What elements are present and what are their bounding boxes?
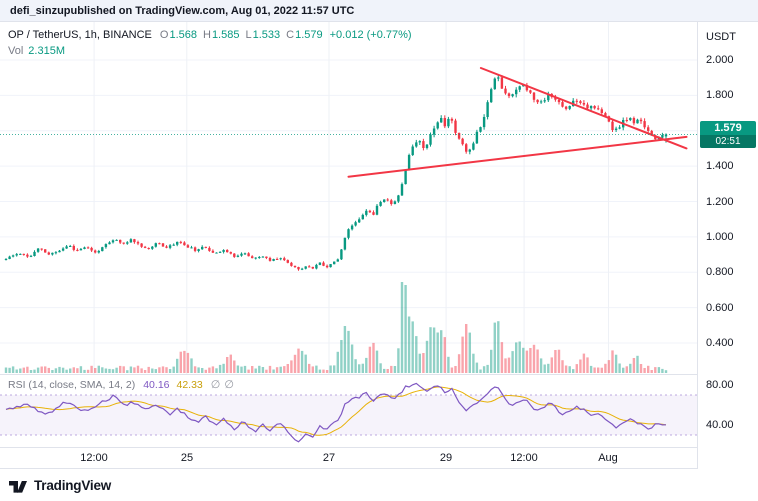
last-price-badge: 1.579 02:51 <box>700 121 756 148</box>
ohlc-low-label: L <box>245 29 252 41</box>
change-value: +0.012 (+0.77%) <box>329 29 412 41</box>
price-tick: 1.200 <box>706 196 734 208</box>
hidden-indicator-icon[interactable]: ∅ <box>210 379 221 391</box>
rsi-value: 40.16 <box>143 378 170 391</box>
ohlc-close-value: 1.579 <box>295 29 323 41</box>
rsi-tick: 40.00 <box>706 419 734 431</box>
bar-countdown: 02:51 <box>700 135 756 148</box>
time-axis[interactable]: 12:00 25 27 29 12:00 Aug <box>0 447 697 469</box>
publish-bar: defi_sinzu published on TradingView.com,… <box>0 0 758 22</box>
hidden-indicator-icon[interactable]: ∅ <box>224 379 234 391</box>
rsi-ma-value: 42.33 <box>176 378 203 391</box>
price-axis[interactable]: USDT 1.579 02:51 2.0001.8001.6001.4001.2… <box>697 22 758 469</box>
volume-legend: Vol 2.315M <box>8 45 65 57</box>
publisher-username: defi_sinzu <box>10 4 64 17</box>
price-tick: 1.000 <box>706 231 734 243</box>
price-pane[interactable]: OP / TetherUS, 1h, BINANCE O 1.568 H 1.585… <box>0 22 697 374</box>
ohlc-open-label: O <box>159 29 169 41</box>
ohlc-open-value: 1.568 <box>169 29 197 41</box>
ohlc-close-label: C <box>286 29 295 41</box>
price-tick: 0.400 <box>706 337 734 349</box>
time-tick: Aug <box>598 452 618 464</box>
rsi-pane[interactable]: RSI (14, close, SMA, 14, 2) 40.16 42.33 … <box>0 374 697 447</box>
volume-value: 2.315M <box>28 45 65 57</box>
price-tick: 0.800 <box>706 266 734 278</box>
rsi-title[interactable]: RSI (14, close, SMA, 14, 2) <box>8 378 136 391</box>
tradingview-logo-icon[interactable] <box>9 478 27 493</box>
tradingview-brand[interactable]: TradingView <box>34 477 112 493</box>
price-axis-unit: USDT <box>706 31 736 43</box>
rsi-tick: 80.00 <box>706 379 734 391</box>
ohlc-high-label: H <box>202 29 211 41</box>
time-tick: 27 <box>322 452 336 464</box>
publish-info: published on TradingView.com, Aug 01, 20… <box>63 4 355 17</box>
rsi-legend: RSI (14, close, SMA, 14, 2) 40.16 42.33 … <box>8 378 234 392</box>
ohlc-high-value: 1.585 <box>211 29 240 41</box>
chart-region: OP / TetherUS, 1h, BINANCE O 1.568 H 1.585… <box>0 22 758 469</box>
time-tick: 12:00 <box>80 452 108 464</box>
time-tick: 12:00 <box>510 452 538 464</box>
candlestick-volume-chart[interactable] <box>0 22 697 374</box>
price-tick: 2.000 <box>706 54 734 66</box>
symbol-legend: OP / TetherUS, 1h, BINANCE O 1.568 H 1.585… <box>8 29 412 41</box>
price-tick: 1.800 <box>706 89 734 101</box>
footer-bar: TradingView <box>0 469 758 501</box>
ohlc-low-value: 1.533 <box>252 29 281 41</box>
symbol-title[interactable]: OP / TetherUS, 1h, BINANCE <box>8 29 152 41</box>
time-tick: 29 <box>439 452 453 464</box>
volume-label: Vol <box>8 45 24 57</box>
time-tick: 25 <box>180 452 194 464</box>
price-tick: 1.400 <box>706 160 734 172</box>
last-price-value: 1.579 <box>714 122 742 134</box>
price-tick: 0.600 <box>706 302 734 314</box>
rsi-chart[interactable] <box>0 375 697 447</box>
